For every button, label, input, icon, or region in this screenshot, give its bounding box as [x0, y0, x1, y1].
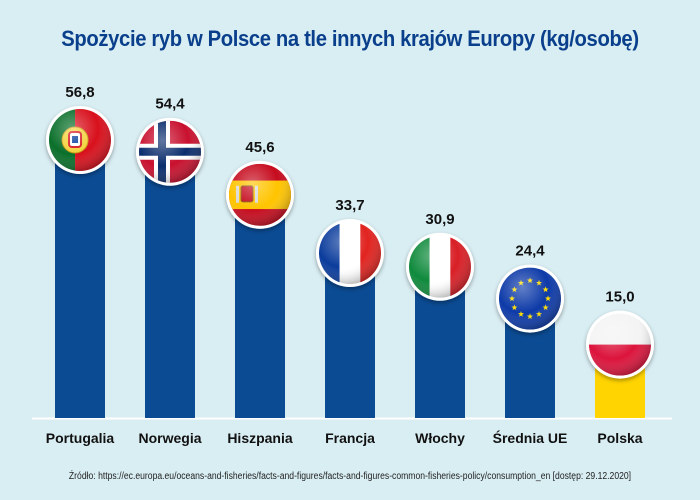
flag-fill	[499, 267, 561, 330]
value-label: 30,9	[425, 211, 454, 228]
portugal-flag-icon	[46, 106, 114, 174]
spain-flag-icon	[226, 160, 294, 229]
eu-flag-icon	[496, 264, 564, 333]
value-label: 15,0	[605, 289, 634, 306]
bar	[55, 140, 105, 418]
bar	[145, 151, 195, 419]
flag-shading	[49, 109, 111, 171]
category-label: Francja	[325, 430, 375, 446]
value-label: 54,4	[155, 96, 185, 113]
flag-shading	[319, 222, 381, 285]
flag-fill	[49, 109, 111, 171]
norway-flag-icon	[136, 117, 204, 186]
chart-title: Spożycie ryb w Polsce na tle innych kraj…	[61, 26, 639, 51]
flag-shading	[409, 235, 471, 298]
category-label: Norwegia	[138, 430, 201, 446]
value-label: 56,8	[65, 84, 94, 101]
value-label: 24,4	[515, 243, 545, 260]
category-label: Hiszpania	[227, 430, 293, 446]
flag-fill	[589, 313, 651, 376]
category-label: Portugalia	[46, 430, 115, 446]
flag-shading	[139, 120, 201, 183]
value-label: 45,6	[245, 139, 274, 156]
source-note: Źródło: https://ec.europa.eu/oceans-and-…	[68, 471, 632, 482]
category-label: Średnia UE	[493, 429, 568, 446]
flag-fill	[229, 163, 291, 226]
category-label: Polska	[597, 430, 642, 446]
flag-shading	[229, 163, 291, 226]
flag-fill	[319, 222, 381, 285]
flag-fill	[139, 120, 201, 183]
flag-fill	[409, 235, 471, 298]
flag-shading	[589, 313, 651, 376]
italy-flag-icon	[406, 232, 474, 301]
bar	[235, 194, 285, 418]
poland-flag-icon	[586, 310, 654, 379]
france-flag-icon	[316, 219, 384, 288]
category-label: Włochy	[415, 430, 465, 446]
flag-shading	[499, 267, 561, 330]
value-label: 33,7	[335, 197, 364, 214]
